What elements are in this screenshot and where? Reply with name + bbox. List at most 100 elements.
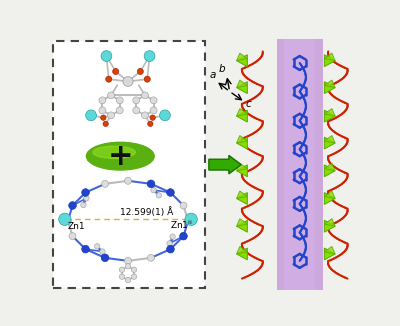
Circle shape (82, 245, 89, 253)
Circle shape (151, 187, 156, 193)
Circle shape (180, 232, 187, 240)
Polygon shape (324, 82, 335, 94)
Circle shape (137, 68, 144, 75)
Circle shape (124, 177, 132, 184)
Bar (284, 39, 315, 290)
Bar (277, 39, 323, 290)
Polygon shape (236, 191, 247, 199)
Circle shape (150, 115, 155, 120)
Polygon shape (324, 220, 335, 232)
Polygon shape (236, 136, 247, 143)
Circle shape (185, 213, 197, 226)
Polygon shape (324, 53, 335, 61)
Circle shape (101, 254, 109, 262)
Circle shape (100, 249, 105, 254)
Circle shape (86, 110, 96, 121)
Text: Zn1$^{\rm ii}$: Zn1$^{\rm ii}$ (170, 218, 192, 230)
Circle shape (84, 196, 89, 201)
Ellipse shape (86, 142, 154, 170)
Circle shape (148, 254, 154, 261)
Circle shape (64, 217, 72, 224)
Polygon shape (236, 110, 247, 122)
Text: +: + (108, 142, 133, 170)
Text: b: b (219, 64, 225, 74)
Circle shape (116, 107, 123, 114)
Circle shape (101, 51, 112, 61)
Circle shape (131, 274, 137, 279)
Circle shape (69, 233, 76, 240)
Circle shape (160, 110, 170, 121)
Circle shape (106, 76, 112, 82)
Polygon shape (236, 82, 247, 94)
Polygon shape (236, 220, 247, 232)
Circle shape (142, 112, 148, 119)
Polygon shape (236, 246, 247, 254)
Circle shape (99, 97, 106, 104)
Polygon shape (236, 80, 247, 88)
Polygon shape (236, 109, 247, 116)
Circle shape (167, 241, 172, 246)
Circle shape (59, 213, 71, 226)
Circle shape (113, 68, 119, 75)
Circle shape (131, 267, 137, 273)
Circle shape (116, 97, 123, 104)
Circle shape (150, 97, 157, 104)
Polygon shape (236, 53, 247, 61)
Polygon shape (324, 136, 335, 143)
Circle shape (108, 112, 114, 119)
Polygon shape (324, 248, 335, 260)
Polygon shape (236, 163, 247, 171)
Circle shape (133, 107, 140, 114)
Polygon shape (324, 163, 335, 171)
Circle shape (180, 202, 187, 209)
Circle shape (156, 193, 162, 198)
Circle shape (108, 92, 114, 99)
Polygon shape (324, 80, 335, 88)
Circle shape (103, 121, 108, 126)
Circle shape (170, 234, 175, 239)
Circle shape (133, 97, 140, 104)
Polygon shape (324, 219, 335, 226)
Circle shape (142, 92, 148, 99)
Circle shape (123, 77, 133, 86)
Circle shape (167, 245, 174, 253)
Ellipse shape (93, 146, 135, 158)
Polygon shape (236, 193, 247, 204)
Circle shape (99, 107, 106, 114)
Circle shape (102, 180, 108, 187)
Polygon shape (324, 55, 335, 67)
Text: Zn1: Zn1 (67, 222, 85, 230)
Circle shape (148, 121, 153, 126)
Circle shape (144, 76, 150, 82)
Polygon shape (324, 110, 335, 122)
Circle shape (184, 217, 192, 224)
Circle shape (124, 258, 132, 264)
Polygon shape (324, 109, 335, 116)
FancyBboxPatch shape (53, 41, 205, 288)
Circle shape (69, 202, 76, 209)
FancyArrow shape (209, 156, 241, 174)
Text: 12.599(1) Å: 12.599(1) Å (120, 208, 174, 217)
Circle shape (82, 189, 89, 196)
Polygon shape (236, 55, 247, 67)
Polygon shape (236, 219, 247, 226)
Circle shape (150, 107, 157, 114)
Circle shape (144, 51, 155, 61)
Circle shape (94, 244, 100, 249)
Polygon shape (324, 191, 335, 199)
Circle shape (119, 274, 125, 279)
Text: c: c (245, 99, 251, 109)
Circle shape (147, 180, 155, 188)
Circle shape (101, 115, 106, 120)
Text: a: a (210, 70, 216, 80)
Circle shape (167, 189, 174, 196)
Polygon shape (324, 193, 335, 204)
Polygon shape (236, 137, 247, 149)
Polygon shape (324, 137, 335, 149)
Circle shape (119, 267, 125, 273)
Polygon shape (236, 248, 247, 260)
Polygon shape (324, 165, 335, 177)
Circle shape (125, 264, 131, 269)
Polygon shape (324, 246, 335, 254)
Circle shape (125, 277, 131, 283)
